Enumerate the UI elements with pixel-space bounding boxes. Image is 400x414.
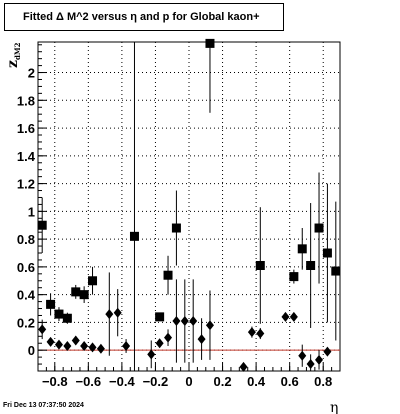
- data-point-square: [205, 38, 215, 48]
- data-point-square: [171, 223, 181, 233]
- y-tick-label: 1.2: [17, 177, 35, 192]
- x-tick-label: 0.6: [281, 374, 299, 389]
- data-point-square: [314, 223, 324, 233]
- data-point-diamond: [80, 341, 89, 352]
- data-point-square: [331, 266, 341, 276]
- data-point-diamond: [113, 307, 122, 318]
- data-point-diamond: [46, 336, 55, 347]
- data-point-diamond: [323, 346, 332, 357]
- x-tick-label: 0: [185, 374, 192, 389]
- data-point-diamond: [122, 341, 131, 352]
- y-tick-label: 0.8: [17, 232, 35, 247]
- y-tick-label: 1.8: [17, 93, 35, 108]
- y-tick-label: 2: [28, 66, 35, 81]
- x-tick-label: 0.2: [214, 374, 232, 389]
- data-point-diamond: [155, 338, 164, 349]
- data-point-square: [62, 313, 72, 323]
- data-point-diamond: [38, 324, 47, 335]
- data-point-diamond: [54, 339, 63, 350]
- data-point-diamond: [164, 332, 173, 343]
- data-point-square: [46, 299, 56, 309]
- data-point-diamond: [239, 361, 248, 372]
- data-point-diamond: [63, 341, 72, 352]
- x-tick-label: −0.6: [75, 374, 101, 389]
- chart-title: Fitted Δ M^2 versus η and p for Global k…: [4, 3, 284, 31]
- data-point-diamond: [147, 349, 156, 360]
- y-tick-label: 0.2: [17, 315, 35, 330]
- y-axis-label: zdM2: [5, 42, 22, 68]
- y-tick-label: 1.6: [17, 121, 35, 136]
- data-point-diamond: [306, 359, 315, 370]
- data-point-diamond: [180, 316, 189, 327]
- x-tick-label: −0.8: [42, 374, 68, 389]
- data-point-diamond: [172, 316, 181, 327]
- data-point-square: [54, 309, 64, 319]
- data-point-square: [306, 260, 316, 270]
- data-point-square: [255, 260, 265, 270]
- data-point-diamond: [71, 335, 80, 346]
- data-point-diamond: [298, 350, 307, 361]
- point-layer: [37, 38, 341, 372]
- data-point-square: [88, 276, 98, 286]
- y-tick-label: 0.6: [17, 260, 35, 275]
- x-tick-label: 0.8: [314, 374, 332, 389]
- y-axis-label-sub: dM2: [13, 42, 22, 60]
- y-tick-label: 1.4: [17, 149, 36, 164]
- data-point-diamond: [88, 342, 97, 353]
- data-point-square: [71, 287, 81, 297]
- grid-layer: [38, 42, 340, 371]
- data-point-square: [163, 270, 173, 280]
- timestamp: Fri Dec 13 07:37:50 2024: [3, 402, 84, 409]
- x-tick-label: −0.4: [109, 374, 135, 389]
- data-point-square: [79, 290, 89, 300]
- data-point-square: [289, 272, 299, 282]
- data-point-diamond: [289, 311, 298, 322]
- data-point-diamond: [105, 309, 114, 320]
- data-point-diamond: [189, 316, 198, 327]
- data-point-diamond: [315, 354, 324, 365]
- x-tick-label: 0.4: [247, 374, 266, 389]
- data-point-square: [37, 220, 47, 230]
- data-point-diamond: [281, 311, 290, 322]
- data-point-square: [155, 312, 165, 322]
- data-point-diamond: [247, 327, 256, 338]
- data-point-diamond: [205, 320, 214, 331]
- y-tick-label: 0: [28, 343, 35, 358]
- data-point-square: [322, 248, 332, 258]
- data-point-diamond: [96, 343, 105, 354]
- tick-layer: −0.8 −0.6 −0.4 −0.2 0 0.2 0.4 0.6 0.8 0 0.2 0.4 0.6 0…: [17, 44, 341, 389]
- data-point-square: [129, 231, 139, 241]
- data-point-diamond: [256, 328, 265, 339]
- data-point-square: [297, 244, 307, 254]
- y-tick-label: 1: [28, 204, 35, 219]
- x-axis-label: η: [330, 400, 338, 414]
- y-axis-label-main: z: [5, 60, 21, 68]
- x-tick-label: −0.2: [143, 374, 169, 389]
- data-point-diamond: [197, 334, 206, 345]
- y-tick-label: 0.4: [17, 288, 36, 303]
